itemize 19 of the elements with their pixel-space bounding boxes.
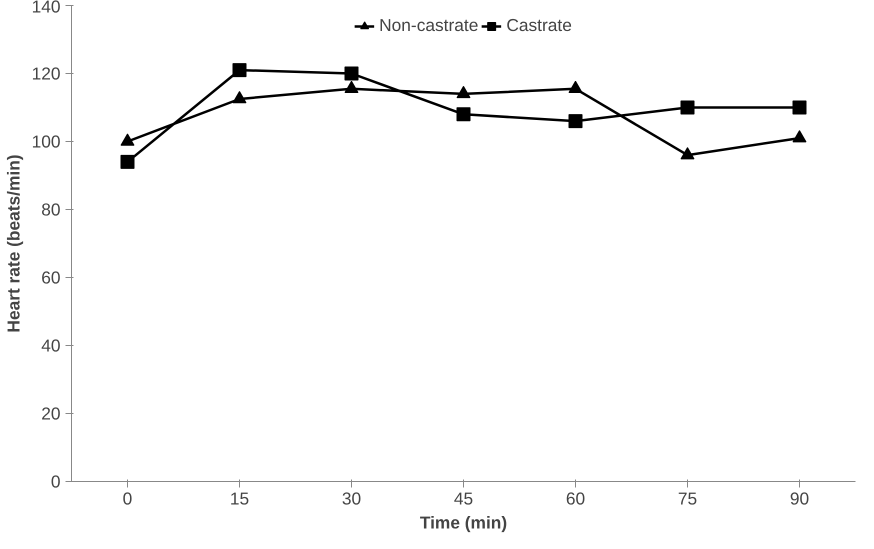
legend-label: Castrate [506,15,572,36]
x-tick-label: 0 [122,488,132,508]
y-axis-title: Heart rate (beats/min) [4,154,24,333]
x-tick-label: 15 [230,488,250,508]
y-tick-label: 40 [41,336,61,356]
x-axis-title: Time (min) [420,512,508,532]
x-tick-label: 60 [566,488,586,508]
y-tick-label: 100 [32,132,61,152]
x-tick-label: 45 [454,488,474,508]
y-tick-label: 120 [32,64,61,84]
y-tick-label: 0 [50,472,61,492]
x-tick-label: 30 [342,488,362,508]
legend-label: Non-castrate [379,15,478,36]
x-tick-label: 75 [678,488,698,508]
y-tick-label: 20 [41,404,61,424]
y-tick-label: 60 [41,268,61,288]
y-tick-label: 140 [32,0,61,16]
y-tick-label: 80 [41,200,61,220]
x-tick-label: 90 [790,488,810,508]
